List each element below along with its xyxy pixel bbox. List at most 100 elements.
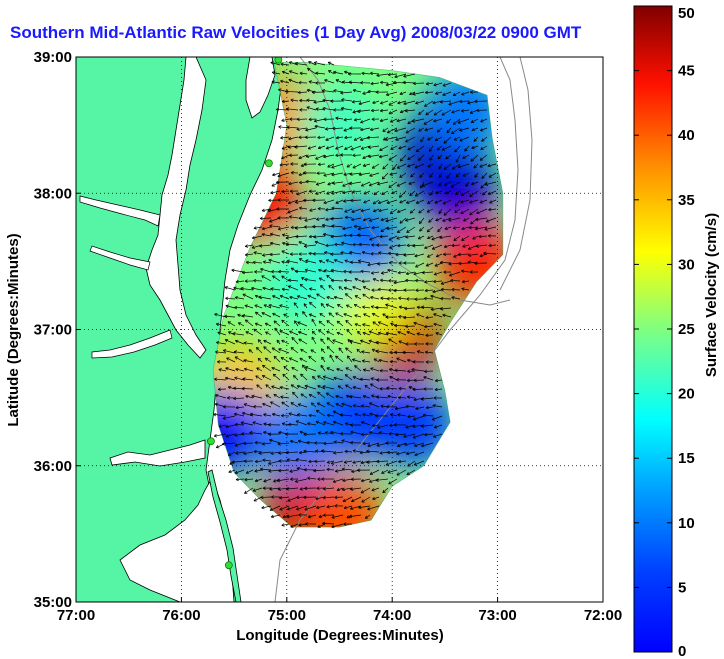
velocity-arrow-head	[312, 252, 316, 256]
velocity-arrow-head	[398, 386, 402, 391]
velocity-arrow	[320, 348, 326, 354]
x-tick-label: 74:00	[373, 607, 411, 624]
velocity-arrow-head	[287, 285, 292, 289]
velocity-arrow-head	[351, 217, 355, 222]
velocity-arrow-head	[297, 439, 302, 444]
velocity-arrow-head	[475, 244, 479, 248]
velocity-arrow-head	[306, 441, 310, 445]
velocity-arrow	[416, 313, 425, 318]
velocity-arrow-head	[298, 172, 302, 177]
velocity-arrow-head	[488, 243, 492, 248]
velocity-arrow-head	[343, 128, 347, 132]
velocity-arrow	[330, 217, 344, 220]
velocity-arrow-head	[424, 324, 428, 329]
velocity-arrow-head	[240, 421, 244, 425]
velocity-arrow	[369, 172, 380, 177]
velocity-arrow	[315, 421, 326, 426]
velocity-arrow-head	[386, 130, 391, 134]
velocity-arrow-head	[464, 148, 468, 152]
velocity-arrow-head	[291, 367, 295, 371]
velocity-arrow-head	[367, 262, 371, 267]
velocity-arrow	[382, 172, 389, 180]
colorbar-tick-label: 40	[678, 127, 695, 144]
velocity-arrow-head	[267, 208, 271, 213]
velocity-arrow	[394, 406, 407, 410]
velocity-arrow-head	[285, 89, 289, 94]
velocity-arrow	[316, 181, 326, 185]
velocity-arrow	[214, 378, 227, 381]
velocity-arrow-head	[298, 135, 302, 140]
velocity-arrow	[426, 226, 434, 233]
velocity-arrow-head	[315, 107, 319, 111]
velocity-arrow	[344, 136, 353, 139]
velocity-arrow-head	[361, 359, 366, 363]
velocity-arrow	[367, 262, 380, 266]
velocity-arrow	[334, 244, 344, 246]
velocity-arrow	[304, 278, 317, 282]
velocity-arrow-head	[317, 162, 321, 167]
velocity-arrow-head	[390, 413, 394, 417]
velocity-arrow	[269, 217, 281, 223]
velocity-arrow-head	[396, 118, 400, 123]
velocity-arrow-head	[303, 495, 307, 500]
velocity-arrow-head	[375, 305, 379, 310]
velocity-arrow	[321, 356, 326, 363]
velocity-arrow	[343, 287, 353, 291]
velocity-arrow	[288, 279, 299, 282]
velocity-arrow	[225, 377, 236, 381]
velocity-arrow	[455, 199, 461, 207]
velocity-arrow-head	[270, 61, 274, 65]
velocity-arrow	[394, 73, 407, 78]
velocity-arrow	[288, 413, 299, 417]
velocity-arrow-head	[360, 146, 365, 150]
velocity-arrow	[433, 313, 443, 318]
velocity-arrow-head	[381, 470, 385, 474]
velocity-arrow-head	[269, 487, 273, 491]
velocity-arrow-head	[414, 254, 418, 258]
velocity-arrow-head	[326, 367, 330, 371]
velocity-arrow	[281, 118, 290, 122]
velocity-arrow-head	[315, 81, 319, 85]
velocity-arrow	[435, 91, 443, 95]
velocity-arrow-head	[326, 402, 330, 406]
velocity-arrow	[443, 208, 452, 216]
velocity-arrow	[416, 333, 425, 336]
velocity-arrow-head	[269, 507, 273, 512]
velocity-arrow	[311, 331, 317, 336]
velocity-arrow-head	[406, 330, 410, 335]
velocity-arrow-head	[339, 413, 343, 417]
velocity-arrow	[461, 109, 470, 112]
velocity-arrow	[405, 271, 416, 275]
velocity-arrow-head	[358, 505, 362, 510]
velocity-arrow-head	[335, 394, 339, 399]
velocity-arrow-head	[279, 507, 283, 511]
velocity-arrow-head	[272, 412, 276, 417]
velocity-arrow	[388, 338, 398, 345]
velocity-arrow-head	[294, 479, 299, 483]
velocity-arrow-head	[342, 226, 346, 231]
velocity-arrow	[336, 320, 344, 327]
velocity-arrow	[426, 82, 434, 85]
velocity-arrow-head	[288, 215, 293, 219]
velocity-arrow-head	[437, 155, 442, 160]
velocity-arrow	[332, 410, 344, 417]
velocity-arrow	[388, 109, 398, 115]
velocity-arrow-head	[308, 393, 313, 398]
velocity-arrow	[403, 433, 416, 438]
velocity-arrow-head	[406, 200, 410, 204]
velocity-arrow-head	[342, 478, 346, 483]
velocity-arrow-head	[268, 198, 272, 203]
velocity-arrow	[418, 208, 425, 214]
velocity-arrow-head	[244, 490, 248, 494]
velocity-arrow-head	[376, 378, 380, 382]
velocity-arrow	[407, 145, 416, 151]
velocity-arrow-head	[308, 251, 312, 256]
velocity-arrow-head	[251, 394, 255, 399]
velocity-arrow-head	[446, 120, 450, 124]
velocity-arrow-head	[393, 80, 397, 85]
velocity-arrow-head	[435, 91, 439, 95]
velocity-arrow	[370, 296, 380, 300]
velocity-arrow-head	[317, 477, 321, 481]
velocity-arrow	[298, 331, 308, 336]
velocity-arrow-head	[434, 200, 438, 204]
